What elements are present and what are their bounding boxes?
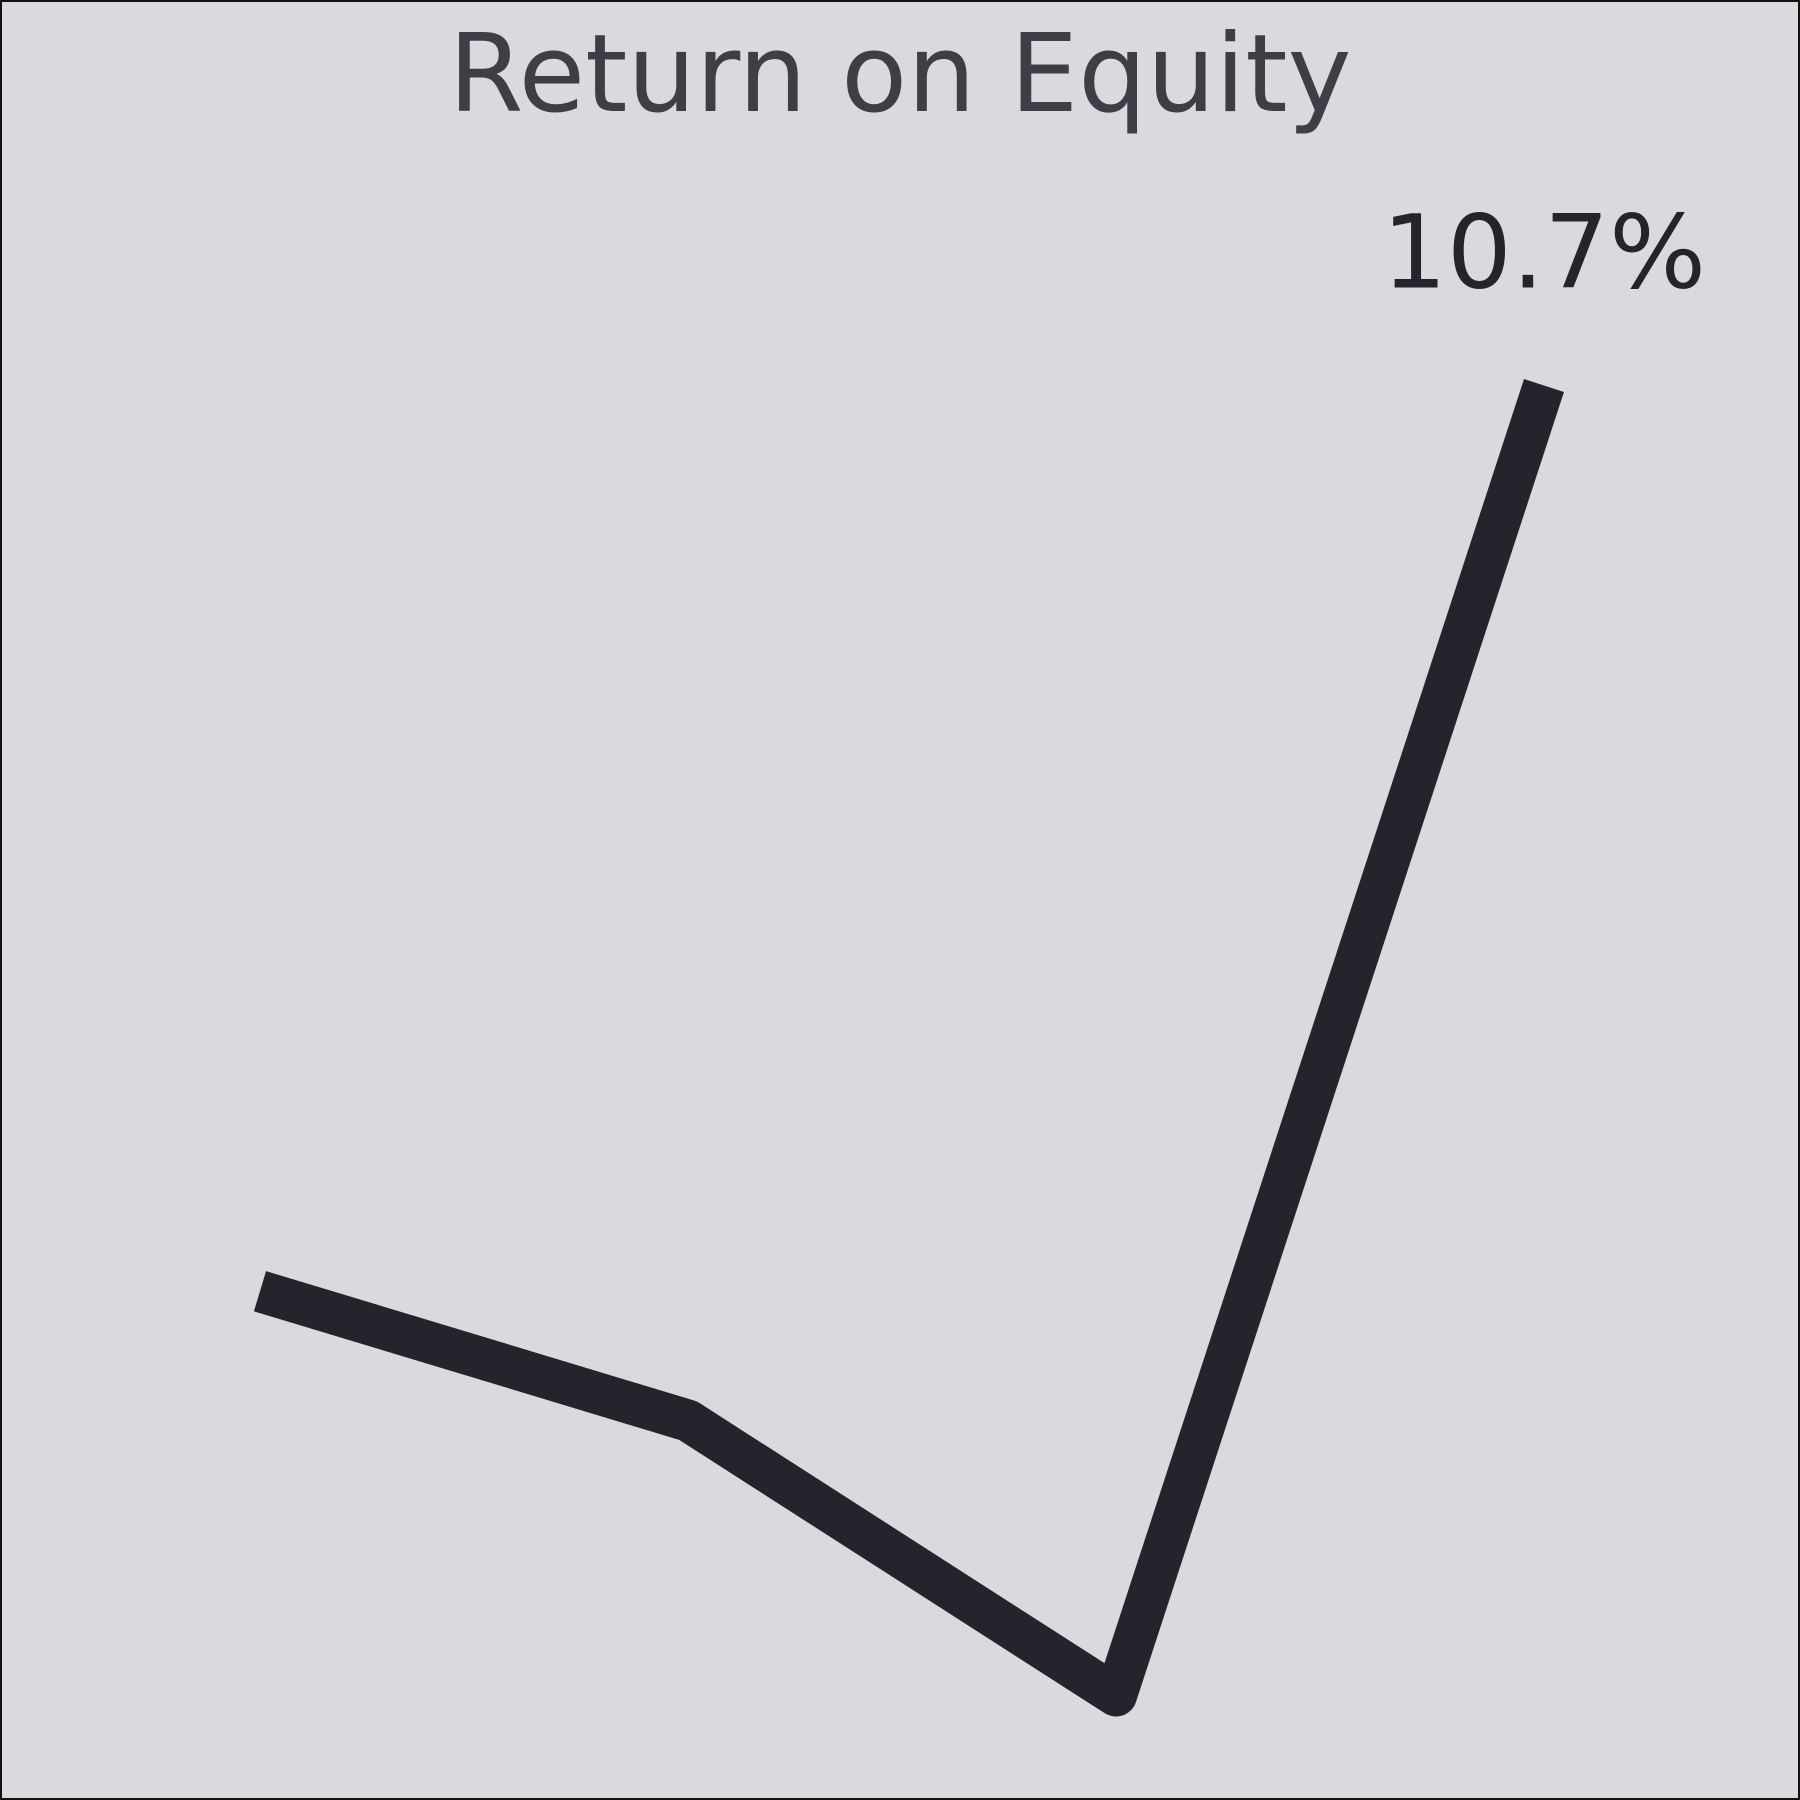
end-value-label: 10.7% — [1382, 194, 1706, 313]
chart-title: Return on Equity — [448, 12, 1352, 137]
series-line — [253, 378, 1564, 1717]
